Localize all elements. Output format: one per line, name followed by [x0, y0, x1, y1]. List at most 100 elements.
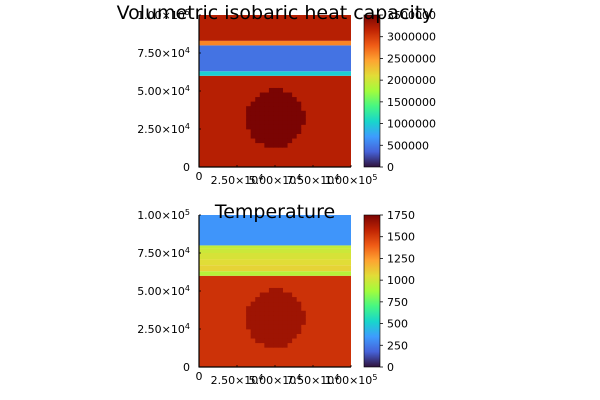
- heatmap-cell: [273, 97, 279, 103]
- heatmap-cell: [259, 297, 265, 303]
- heatmap-cell: [268, 101, 274, 107]
- heatmap-cell: [296, 101, 302, 107]
- heatmap-cell: [282, 310, 288, 316]
- heatmap-cell: [296, 106, 302, 112]
- heatmap-cell: [264, 142, 270, 148]
- heatmap-cell: [282, 319, 288, 325]
- colorbar-gradient: [364, 215, 380, 367]
- heatmap-cell: [291, 319, 297, 325]
- x-tick-label: 0: [196, 170, 203, 183]
- x-tick-label: 0: [196, 370, 203, 383]
- heatmap-cell: [259, 138, 265, 144]
- heatmap-cell: [300, 110, 306, 116]
- heatmap-cell: [259, 106, 265, 112]
- heatmap-cell: [268, 106, 274, 112]
- heatmap-cell: [291, 119, 297, 125]
- y-tick-label: 1.00×105: [137, 208, 190, 222]
- heatmap-cell: [291, 297, 297, 303]
- heatmap-cell: [282, 92, 288, 98]
- colorbar-tick-label: 1000: [387, 274, 415, 287]
- heatmap-cell: [264, 338, 270, 344]
- colorbar-tick-label: 2500000: [387, 52, 436, 65]
- heatmap-cell: [268, 119, 274, 125]
- heatmap-cell: [255, 333, 261, 339]
- heatmap-cell: [246, 319, 252, 325]
- heatmap-layer-3: [199, 40, 351, 46]
- heatmap-cell: [255, 115, 261, 121]
- heatmap-cell: [268, 333, 274, 339]
- colorbar-tick-label: 3000000: [387, 31, 436, 44]
- heatmap-cell: [273, 342, 279, 348]
- heatmap-cell: [287, 329, 293, 334]
- heatmap-cell: [273, 101, 279, 107]
- colorbar-tick-label: 1000000: [387, 118, 436, 131]
- heatmap-cell: [296, 324, 302, 330]
- heatmap-cell: [291, 97, 297, 103]
- y-tick-label: 7.50×104: [137, 46, 190, 60]
- heatmap-cell: [268, 142, 274, 148]
- heatmap-cell: [287, 333, 293, 339]
- heatmap-cell: [259, 292, 265, 298]
- heatmap-cell: [287, 124, 293, 130]
- heatmap-cell: [259, 329, 265, 334]
- heatmap-cell: [287, 138, 293, 144]
- heatmap-cell: [268, 287, 274, 293]
- heatmap-cell: [278, 97, 283, 103]
- heatmap-cell: [291, 110, 297, 116]
- colorbar-tick-label: 1500: [387, 231, 415, 244]
- heatmap-cell: [255, 297, 261, 303]
- heatmap-cell: [291, 129, 297, 134]
- heatmap-cell: [273, 92, 279, 98]
- heatmap-cell: [278, 319, 283, 325]
- heatmap-cell: [278, 310, 283, 316]
- heatmap-cell: [268, 97, 274, 103]
- heatmap-cell: [300, 115, 306, 121]
- heatmap-cell: [246, 310, 252, 316]
- heatmap-cell: [259, 301, 265, 307]
- heatmap-cell: [287, 292, 293, 298]
- heatmap-cell: [255, 110, 261, 116]
- heatmap-cell: [282, 115, 288, 121]
- heatmap-cell: [246, 124, 252, 130]
- heatmap-cell: [268, 301, 274, 307]
- heatmap-cell: [287, 97, 293, 103]
- heatmap-cell: [250, 324, 256, 330]
- heatmap-cell: [287, 92, 293, 98]
- heatmap-cell: [259, 310, 265, 316]
- heatmap-cell: [291, 106, 297, 112]
- heatmap-cell: [278, 287, 283, 293]
- heatmap-cell: [264, 329, 270, 334]
- heatmap-cell: [278, 110, 283, 116]
- heatmap-cell: [300, 119, 306, 125]
- colorbar-tick-label: 1500000: [387, 96, 436, 109]
- heatmap-cell: [273, 319, 279, 325]
- heatmap-cell: [255, 306, 261, 312]
- heatmap-cell: [264, 292, 270, 298]
- heatmap-cell: [264, 342, 270, 348]
- heatmap-cell: [273, 315, 279, 321]
- heatmap-cell: [273, 297, 279, 303]
- heatmap-cell: [273, 129, 279, 134]
- y-tick-label: 2.50×104: [137, 122, 190, 136]
- heatmap-cell: [246, 106, 252, 112]
- heatmap-cell: [255, 97, 261, 103]
- heatmap-cell: [268, 292, 274, 298]
- heatmap-cell: [250, 106, 256, 112]
- heatmap-cell: [259, 333, 265, 339]
- heatmap-cells: [199, 15, 351, 167]
- heatmap-cell: [268, 297, 274, 303]
- heatmap-cell: [273, 138, 279, 144]
- heatmap-cell: [291, 306, 297, 312]
- heatmap-cell: [250, 306, 256, 312]
- heatmap-cell: [246, 315, 252, 321]
- heatmap-cell: [278, 138, 283, 144]
- colorbar: 0 500000 1000000 1500000 2000000 2500000 30000…: [363, 9, 436, 174]
- heatmap-cell: [264, 129, 270, 134]
- heatmap-cell: [268, 329, 274, 334]
- heatmap-cell: [255, 338, 261, 344]
- heatmap-cell: [268, 342, 274, 348]
- heatmap-cell: [282, 106, 288, 112]
- heatmap-cell: [278, 342, 283, 348]
